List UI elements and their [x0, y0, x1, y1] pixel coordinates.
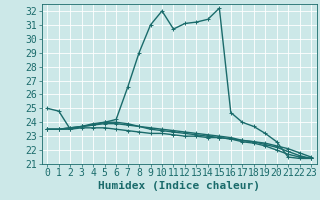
X-axis label: Humidex (Indice chaleur): Humidex (Indice chaleur) [98, 181, 260, 191]
